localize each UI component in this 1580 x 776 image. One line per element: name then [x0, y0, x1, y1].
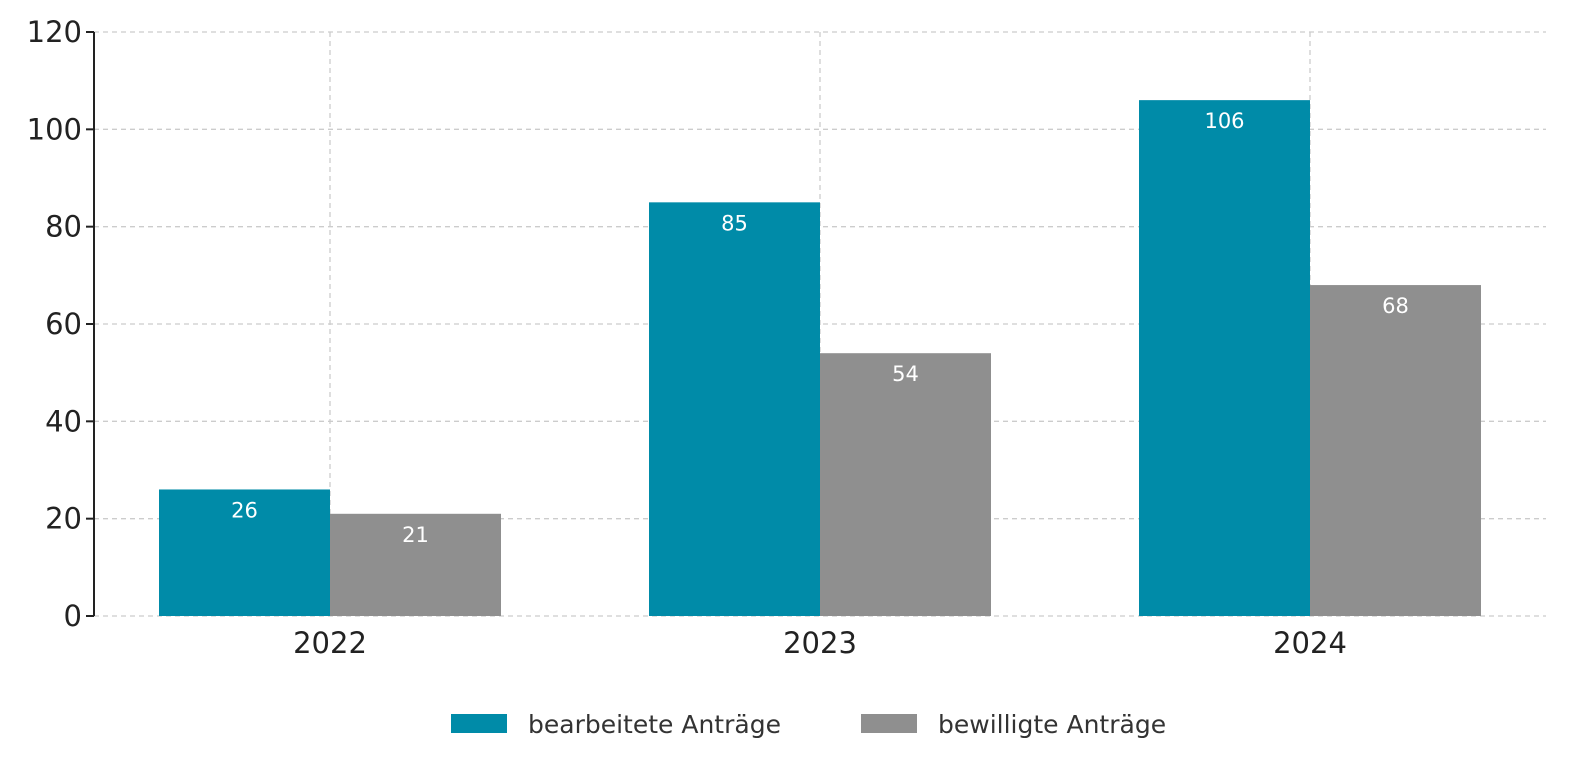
- bar-value-label: 26: [231, 498, 258, 522]
- y-tick-label: 60: [45, 307, 82, 341]
- bar-bewilligte-2023: [820, 353, 991, 616]
- x-tick-label: 2023: [783, 626, 857, 660]
- legend-label: bearbeitete Anträge: [528, 710, 781, 739]
- bar-value-label: 54: [892, 362, 919, 386]
- legend-swatch: [451, 714, 507, 733]
- bar-bewilligte-2022: [330, 513, 501, 616]
- y-tick-label: 40: [45, 404, 82, 438]
- x-tick-label: 2024: [1273, 626, 1347, 660]
- y-tick-label: 100: [27, 112, 82, 146]
- bar-bearbeitete-2023: [649, 202, 820, 617]
- bar-bearbeitete-2022: [159, 489, 330, 616]
- y-tick-label: 120: [27, 15, 82, 49]
- legend: bearbeitete Anträge bewilligte Anträge: [451, 710, 1166, 739]
- bars: [159, 100, 1481, 617]
- axes: 0 20 40 60 80 100 120 2022 2023 2024: [27, 15, 1347, 660]
- bar-value-label: 106: [1204, 109, 1244, 133]
- y-tick-label: 20: [45, 502, 82, 536]
- legend-label: bewilligte Anträge: [938, 710, 1166, 739]
- bar-value-label: 68: [1382, 294, 1409, 318]
- bar-bewilligte-2024: [1310, 285, 1481, 616]
- bar-bearbeitete-2024: [1139, 100, 1310, 617]
- bar-value-label: 21: [402, 523, 429, 547]
- y-tick-label: 0: [64, 599, 82, 633]
- legend-swatch: [861, 714, 917, 733]
- y-tick-label: 80: [45, 210, 82, 244]
- bar-value-labels: 26 85 106 21 54 68: [231, 109, 1409, 547]
- bar-value-label: 85: [721, 211, 748, 235]
- x-tick-label: 2022: [293, 626, 367, 660]
